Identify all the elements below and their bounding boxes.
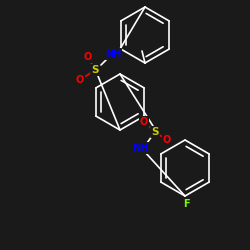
Text: O: O (140, 117, 148, 127)
Text: O: O (84, 52, 92, 62)
Text: O: O (76, 75, 84, 85)
Text: S: S (151, 127, 159, 137)
Text: NH: NH (132, 143, 148, 153)
Text: NH: NH (105, 49, 121, 59)
Text: O: O (163, 135, 171, 145)
Text: S: S (91, 65, 99, 75)
Text: F: F (183, 199, 189, 209)
